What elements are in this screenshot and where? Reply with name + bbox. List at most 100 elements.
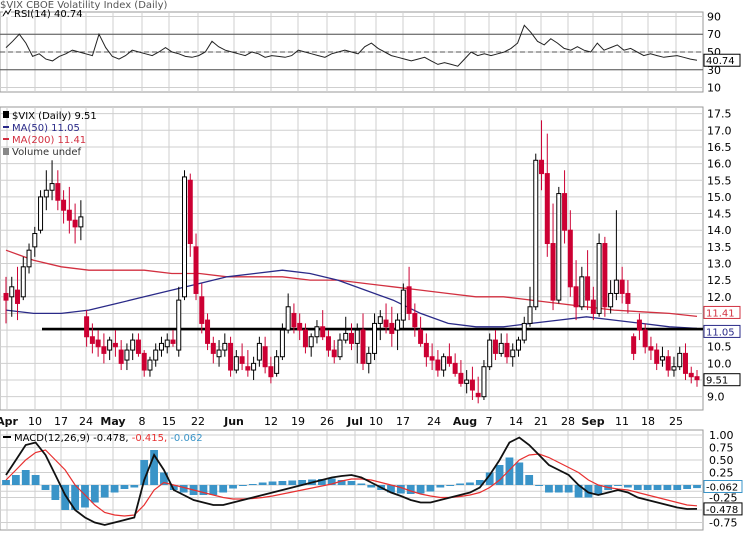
candle-body xyxy=(527,306,533,324)
ma200-value-tag-text: 11.41 xyxy=(706,308,735,319)
macd-histogram-bar xyxy=(633,485,642,490)
rsi-value-tag-box xyxy=(703,53,741,67)
macd-histogram-bar xyxy=(574,485,583,498)
candle xyxy=(210,336,216,364)
candle-body xyxy=(141,352,147,371)
candle xyxy=(458,360,464,387)
x-tick-label: 28 xyxy=(561,415,575,428)
candle xyxy=(567,210,573,297)
candle-body xyxy=(544,173,550,245)
macd-histogram-bar xyxy=(495,465,504,485)
x-tick-label: 12 xyxy=(264,415,278,428)
candle xyxy=(521,316,527,344)
macd-histogram-bar xyxy=(357,483,366,485)
candle-body xyxy=(452,362,458,374)
candle xyxy=(158,336,164,357)
candle-body xyxy=(262,346,268,368)
x-tick-label: 10 xyxy=(369,415,383,428)
candle-body xyxy=(153,349,159,361)
candle-body xyxy=(199,296,205,324)
macd-histogram-bar xyxy=(466,482,474,485)
candle xyxy=(360,313,366,371)
candle xyxy=(464,370,470,394)
candle-body xyxy=(418,329,424,344)
macd-histogram-bar xyxy=(416,485,425,494)
macd-histogram-bar xyxy=(90,485,99,503)
candle xyxy=(510,343,516,367)
candle xyxy=(239,343,245,371)
candle-body xyxy=(320,326,326,338)
macd-legend-icon xyxy=(3,436,11,438)
macd-histogram-bar xyxy=(545,485,553,493)
macd-value-tag-text: -0.478 xyxy=(706,505,738,516)
candle-body xyxy=(43,189,49,198)
candle xyxy=(688,366,694,384)
candle-body xyxy=(101,346,107,354)
candle-body xyxy=(3,292,9,301)
candle xyxy=(256,336,262,367)
candle-body xyxy=(325,336,331,351)
candle xyxy=(539,120,545,191)
price-tick-label: 15.0 xyxy=(707,191,732,204)
candle xyxy=(187,173,193,257)
candle xyxy=(671,356,677,377)
vix-legend-icon xyxy=(3,111,9,118)
ma200-swatch xyxy=(3,138,9,140)
candle-body xyxy=(187,179,193,245)
candle xyxy=(297,313,303,341)
rsi-legend: RSI(14) 40.74 xyxy=(14,9,83,20)
candle-body xyxy=(170,339,176,344)
rsi-line xyxy=(5,24,698,67)
candle xyxy=(343,316,349,344)
candle xyxy=(164,333,170,354)
candle xyxy=(446,343,452,367)
candle xyxy=(590,286,596,321)
macd-histogram-bar xyxy=(643,485,652,490)
candle xyxy=(395,313,401,351)
candle xyxy=(642,323,648,354)
candle-body xyxy=(314,326,320,338)
candle xyxy=(147,356,153,377)
candle-body xyxy=(366,352,372,364)
candle-body xyxy=(487,339,493,368)
macd-histogram-bar xyxy=(179,485,188,493)
candle-body xyxy=(61,199,67,211)
candle-body xyxy=(182,176,188,298)
macd-hist-value-tag: -0.062 xyxy=(703,480,743,494)
macd-histogram-bar xyxy=(426,485,435,492)
macd-histogram-bar xyxy=(683,485,692,489)
candle xyxy=(682,343,688,381)
macd-histogram-bar xyxy=(525,475,534,485)
candle-body xyxy=(608,292,614,308)
rsi-tick-label: 70 xyxy=(707,28,721,41)
candle xyxy=(515,336,521,357)
candle-body xyxy=(291,312,297,328)
macd-histogram-bar xyxy=(11,475,20,485)
candle-body xyxy=(636,319,642,331)
candle xyxy=(61,190,67,224)
price-tick-label: 9.0 xyxy=(707,391,725,404)
candle-body xyxy=(694,376,700,381)
ma200-value-tag-box xyxy=(703,305,741,319)
candle-body xyxy=(659,356,665,361)
x-tick-label: Sep xyxy=(581,415,604,428)
price-tick-label: 16.5 xyxy=(707,141,732,154)
macd-histogram-bar xyxy=(614,485,622,486)
x-tick-label: 19 xyxy=(291,415,305,428)
macd-histogram-bar xyxy=(337,480,346,485)
candle-body xyxy=(613,279,619,294)
candle xyxy=(251,356,257,381)
candle xyxy=(573,260,579,321)
candle xyxy=(596,233,602,317)
volume-legend-label: Volume undef xyxy=(12,147,82,158)
x-axis: Apr 10 17 24 May 8 15 22 Jun 12 19 26 Jul 10 17 24 Aug 7 1… xyxy=(0,415,683,428)
macd-histogram-bar xyxy=(41,485,50,490)
candle xyxy=(124,343,130,371)
macd-histogram-bar xyxy=(100,485,109,498)
candle-body xyxy=(469,379,475,391)
candle xyxy=(492,330,498,361)
macd-histogram-bar xyxy=(436,485,445,488)
candle-body xyxy=(423,342,429,358)
candle xyxy=(544,133,550,257)
candle-body xyxy=(504,342,510,358)
